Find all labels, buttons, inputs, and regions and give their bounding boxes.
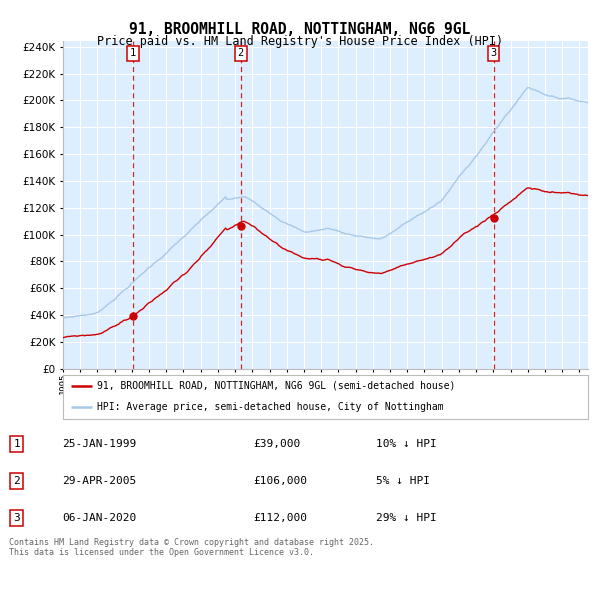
Text: 3: 3 (491, 48, 497, 58)
Text: 25-JAN-1999: 25-JAN-1999 (62, 440, 136, 449)
Text: 3: 3 (13, 513, 20, 523)
Text: Contains HM Land Registry data © Crown copyright and database right 2025.: Contains HM Land Registry data © Crown c… (9, 538, 374, 547)
Text: HPI: Average price, semi-detached house, City of Nottingham: HPI: Average price, semi-detached house,… (97, 402, 444, 411)
Text: Price paid vs. HM Land Registry's House Price Index (HPI): Price paid vs. HM Land Registry's House … (97, 35, 503, 48)
Text: £106,000: £106,000 (253, 476, 307, 486)
Text: This data is licensed under the Open Government Licence v3.0.: This data is licensed under the Open Gov… (9, 548, 314, 556)
Text: £112,000: £112,000 (253, 513, 307, 523)
Text: 91, BROOMHILL ROAD, NOTTINGHAM, NG6 9GL: 91, BROOMHILL ROAD, NOTTINGHAM, NG6 9GL (130, 22, 470, 37)
Text: 2: 2 (238, 48, 244, 58)
Text: 2: 2 (13, 476, 20, 486)
Text: 1: 1 (130, 48, 136, 58)
Text: 1: 1 (13, 440, 20, 449)
Text: 91, BROOMHILL ROAD, NOTTINGHAM, NG6 9GL (semi-detached house): 91, BROOMHILL ROAD, NOTTINGHAM, NG6 9GL … (97, 381, 455, 391)
Text: 29-APR-2005: 29-APR-2005 (62, 476, 136, 486)
Text: 10% ↓ HPI: 10% ↓ HPI (376, 440, 437, 449)
Text: £39,000: £39,000 (253, 440, 300, 449)
Text: 5% ↓ HPI: 5% ↓ HPI (376, 476, 430, 486)
Text: 06-JAN-2020: 06-JAN-2020 (62, 513, 136, 523)
Text: 29% ↓ HPI: 29% ↓ HPI (376, 513, 437, 523)
